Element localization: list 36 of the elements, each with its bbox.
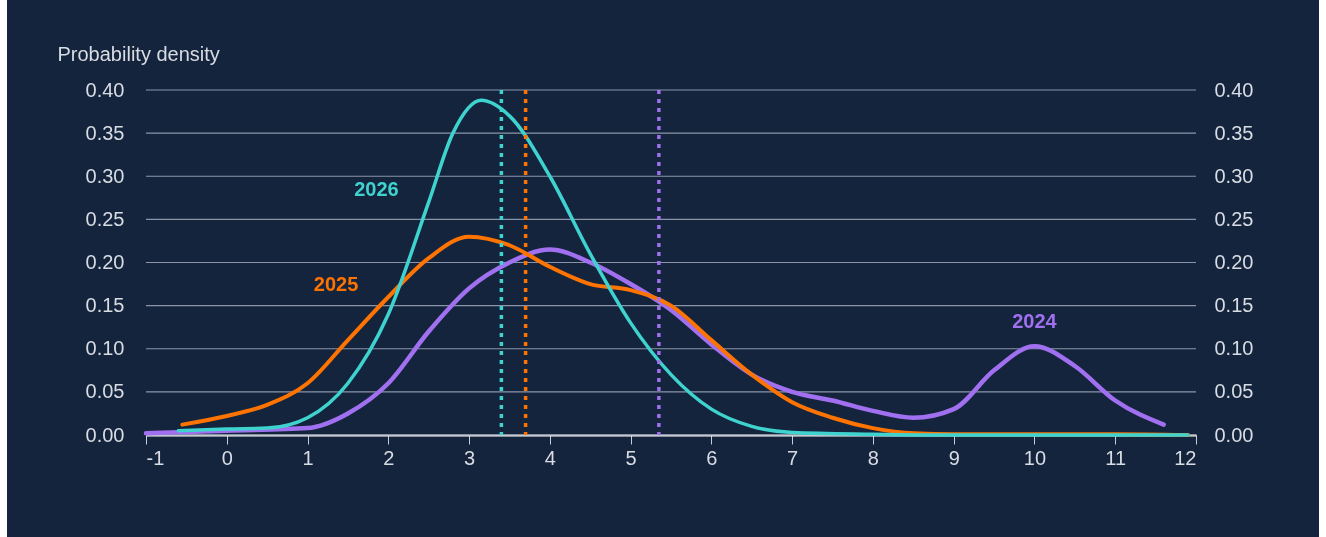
x-tick-label: 10 <box>1023 446 1047 469</box>
y2-tick-label: 0.15 <box>1214 294 1254 317</box>
y-tick-label: 0.35 <box>85 121 125 144</box>
x-tick-label: 7 <box>787 446 799 469</box>
y-tick-label: 0.25 <box>85 207 125 230</box>
x-tick-label: -1 <box>146 446 165 469</box>
x-tick-label: 9 <box>948 446 960 469</box>
y-tick-label: 0.40 <box>85 78 125 101</box>
x-tick-label: 12 <box>1174 446 1197 469</box>
y2-tick-label: 0.10 <box>1214 337 1254 360</box>
series-label: 2025 <box>313 273 359 295</box>
y2-tick-label: 0.25 <box>1214 207 1254 230</box>
y-tick-label: 0.15 <box>85 294 125 317</box>
y-tick-label: 0.20 <box>85 251 125 273</box>
x-tick-label: 8 <box>867 446 879 469</box>
x-tick-label: 0 <box>221 446 233 469</box>
x-tick-label: 4 <box>544 446 556 469</box>
y2-tick-label: 0.40 <box>1214 78 1254 101</box>
y2-tick-label: 0.30 <box>1214 164 1254 187</box>
x-tick-label: 2 <box>383 446 395 469</box>
series-label: 2024 <box>1012 310 1058 333</box>
x-tick-label: 5 <box>625 446 637 469</box>
x-tick-label: 11 <box>1105 446 1127 469</box>
x-tick-label: 6 <box>706 446 718 469</box>
y-tick-label: 0.30 <box>85 164 125 187</box>
y-tick-label: 0.00 <box>85 423 125 446</box>
y-tick-label: 0.10 <box>85 337 125 360</box>
y2-tick-label: 0.05 <box>1214 380 1254 403</box>
series-label: 2026 <box>354 178 399 201</box>
y2-tick-label: 0.00 <box>1214 423 1254 446</box>
x-tick-label: 1 <box>302 446 314 469</box>
y2-tick-label: 0.35 <box>1214 121 1254 144</box>
x-tick-label: 3 <box>464 446 476 469</box>
y2-tick-label: 0.20 <box>1214 251 1254 273</box>
y-tick-label: 0.05 <box>85 380 125 403</box>
y-axis-title: Probability density <box>57 42 220 65</box>
